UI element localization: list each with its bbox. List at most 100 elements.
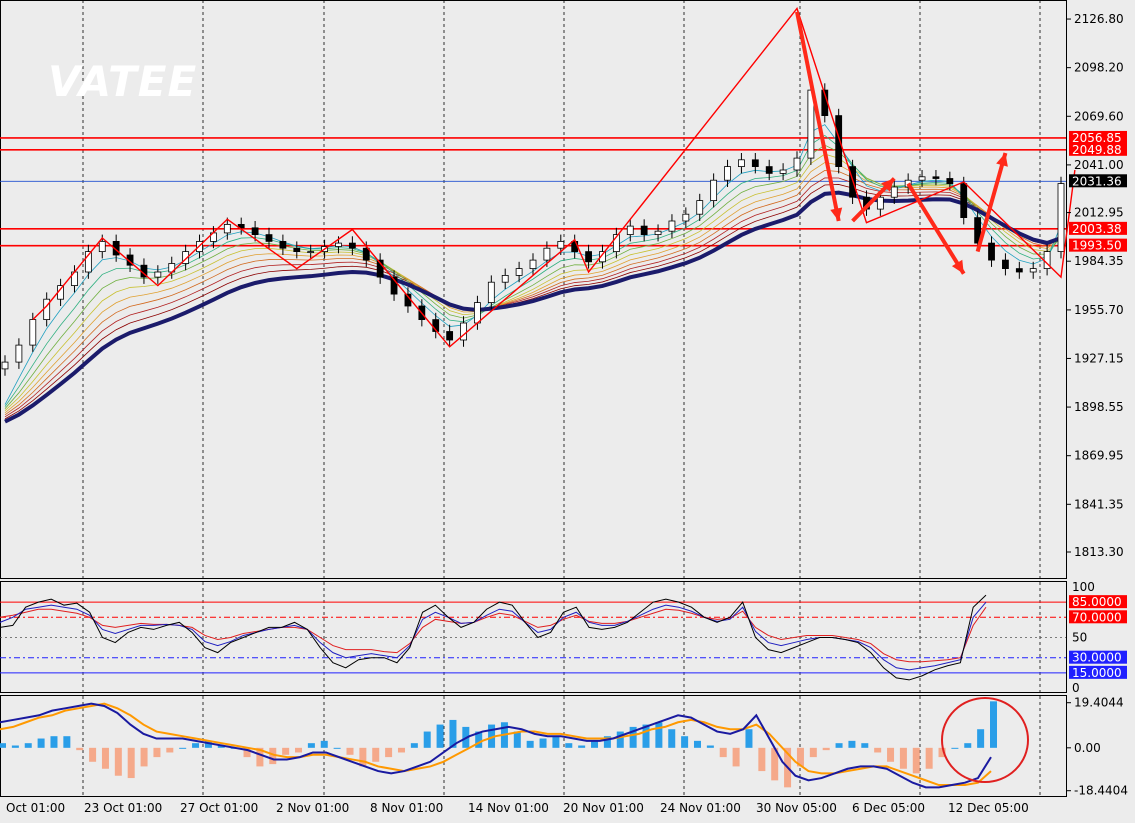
ribbon-line bbox=[4, 184, 1062, 420]
trend-arrow bbox=[975, 152, 1008, 253]
candle-body bbox=[348, 242, 356, 249]
macd-histogram-bar bbox=[719, 747, 727, 758]
macd-histogram-bar bbox=[89, 747, 97, 762]
level-label-bg bbox=[1069, 238, 1127, 252]
candle-body bbox=[84, 251, 92, 273]
macd-histogram-bar bbox=[449, 719, 457, 748]
y-tick-label: 2041.00 bbox=[1074, 158, 1124, 172]
vertical-grid bbox=[82, 0, 1041, 796]
macd-histogram-bar bbox=[256, 747, 264, 767]
candle-body bbox=[335, 242, 342, 247]
candle-body bbox=[1029, 268, 1037, 273]
x-tick-label: 12 Dec 05:00 bbox=[948, 801, 1029, 815]
macd-tick-label: 0.00 bbox=[1074, 741, 1101, 755]
macd-histogram-bar bbox=[127, 747, 135, 779]
macd-histogram-bar bbox=[693, 740, 701, 748]
candle-body bbox=[890, 186, 898, 198]
candle-body bbox=[1057, 183, 1065, 253]
candle-body bbox=[182, 251, 190, 264]
candle-body bbox=[279, 240, 287, 249]
y-tick-label: 2126.80 bbox=[1074, 12, 1124, 26]
trend-arrow-head bbox=[996, 153, 1008, 167]
macd-histogram-bar bbox=[101, 747, 109, 769]
candle-body bbox=[654, 230, 662, 235]
level-label-bg bbox=[1069, 130, 1127, 144]
candle-body bbox=[1002, 259, 1009, 270]
trend-arrow-head bbox=[881, 178, 895, 192]
y-tick-label: 2012.95 bbox=[1074, 206, 1124, 220]
macd-histogram-bar bbox=[295, 747, 303, 753]
level-label: 2049.88 bbox=[1072, 143, 1122, 157]
candle-body bbox=[960, 183, 968, 219]
macd-histogram-bar bbox=[681, 736, 689, 748]
macd-histogram-bar bbox=[153, 747, 161, 758]
macd-histogram-bar bbox=[243, 747, 251, 758]
candle-body bbox=[446, 331, 454, 341]
macd-histogram-bar bbox=[179, 747, 187, 749]
candle-body bbox=[474, 302, 481, 324]
time-axis: Oct 01:00 23 Oct 01:00 27 Oct 01:00 2 Nov 0… bbox=[6, 801, 1029, 815]
macd-histogram-bar bbox=[423, 731, 431, 748]
macd-histogram-bar bbox=[591, 740, 599, 748]
price-axis: 2126.80 2098.20 2069.60 2041.00 2012.95 1984.… bbox=[1066, 12, 1128, 798]
y-tick-label: 1898.55 bbox=[1074, 400, 1124, 414]
macd-histogram-bar bbox=[217, 745, 225, 748]
macd-histogram-bar bbox=[822, 747, 830, 751]
macd-histogram-bar bbox=[333, 747, 341, 749]
macd-histogram-bar bbox=[758, 747, 766, 772]
macd-histogram-bar bbox=[874, 747, 882, 753]
level-label: 2031.36 bbox=[1072, 174, 1122, 188]
macd-histogram-bar bbox=[809, 747, 817, 758]
candle-body bbox=[515, 268, 523, 276]
macd-histogram-bar bbox=[925, 747, 933, 769]
candle-body bbox=[29, 319, 37, 346]
macd-histogram-bar bbox=[603, 736, 611, 748]
osc-level-label-bg bbox=[1069, 610, 1127, 624]
macd-histogram-bar bbox=[346, 747, 354, 755]
candle-body bbox=[223, 223, 231, 234]
x-tick-label: 30 Nov 05:00 bbox=[756, 801, 837, 815]
macd-histogram-bar bbox=[990, 701, 997, 748]
candle-body bbox=[612, 234, 620, 253]
candle-body bbox=[390, 276, 398, 295]
macd-histogram-bar bbox=[50, 736, 58, 748]
panel-frames bbox=[0, 0, 1067, 797]
osc-level-label: 15.0000 bbox=[1072, 666, 1122, 680]
macd-histogram-bar bbox=[410, 743, 418, 748]
x-tick-label: 14 Nov 01:00 bbox=[468, 801, 549, 815]
candle-body bbox=[265, 234, 273, 242]
candle-body bbox=[724, 166, 731, 181]
osc-level-label-bg bbox=[1069, 665, 1127, 679]
candle-body bbox=[626, 225, 634, 236]
macd-histogram-bar bbox=[76, 747, 84, 751]
macd-histogram-bar bbox=[269, 747, 277, 765]
slow-ema-line bbox=[4, 190, 1062, 424]
macd-histogram-bar bbox=[24, 743, 32, 748]
macd-histogram-bar bbox=[11, 745, 19, 748]
macd-tick-label: 19.4044 bbox=[1074, 696, 1124, 710]
x-tick-label: 23 Oct 01:00 bbox=[84, 801, 162, 815]
ribbon-line bbox=[4, 177, 1062, 418]
candle-body bbox=[765, 166, 773, 174]
candle-body bbox=[251, 227, 259, 236]
macd-histogram-bar bbox=[320, 740, 328, 748]
trend-arrow bbox=[795, 11, 841, 222]
macd-histogram-bar bbox=[114, 747, 122, 776]
macd-histogram-bar bbox=[372, 747, 380, 762]
y-tick-label: 2098.20 bbox=[1074, 61, 1124, 75]
macd-histogram-bar bbox=[565, 743, 573, 748]
osc-level-label: 85.0000 bbox=[1072, 595, 1122, 609]
candle-body bbox=[293, 247, 301, 252]
macd-histogram-bar bbox=[166, 747, 174, 753]
x-tick-label: 24 Nov 01:00 bbox=[660, 801, 741, 815]
macd-histogram-bar bbox=[436, 724, 444, 748]
macd-histogram-bar bbox=[0, 743, 6, 748]
level-label: 1993.50 bbox=[1072, 239, 1122, 253]
candle-body bbox=[932, 176, 940, 179]
candle-body bbox=[751, 159, 759, 168]
level-label-bg bbox=[1069, 174, 1127, 188]
macd-histogram-bar bbox=[848, 740, 856, 748]
macd-main-line bbox=[0, 702, 992, 789]
candle-body bbox=[543, 247, 551, 261]
candle-body bbox=[738, 159, 745, 168]
